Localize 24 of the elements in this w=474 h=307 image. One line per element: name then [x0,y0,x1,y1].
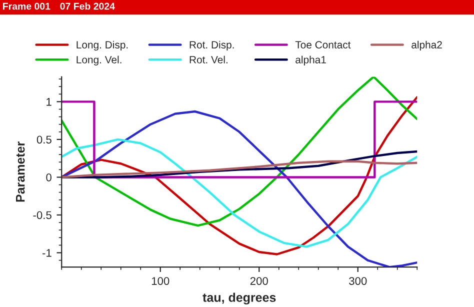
y-axis-title: Parameter [16,142,25,202]
line-series [62,138,418,248]
x-tick-label: 100 [152,277,170,285]
y-tick-label: 0.5 [36,136,52,144]
x-tick-label: 300 [349,277,367,285]
legend-label: Rot. Disp. [190,40,234,51]
legend-label: alpha2 [412,40,442,51]
legend-label: alpha1 [296,56,326,66]
legend-label: Long. Vel. [76,56,122,66]
legend-label: Toe Contact [295,41,351,48]
y-tick-label: -1 [42,249,52,257]
line-series [62,96,418,256]
legend-label: Rot. Vel. [190,56,228,64]
text: Frame 001 [3,2,50,10]
y-tick-label: -0.5 [33,211,52,220]
legend-label: Long. Disp. [76,40,128,51]
text: 07 Feb 2024 [60,2,115,10]
line-series [62,160,418,178]
x-axis-title: tau, degrees [202,292,276,304]
y-tick-label: 1 [46,98,52,106]
line-series [62,150,418,178]
x-tick-label: 200 [250,277,268,285]
line-series [62,76,418,227]
y-tick-label: 0 [46,173,52,182]
